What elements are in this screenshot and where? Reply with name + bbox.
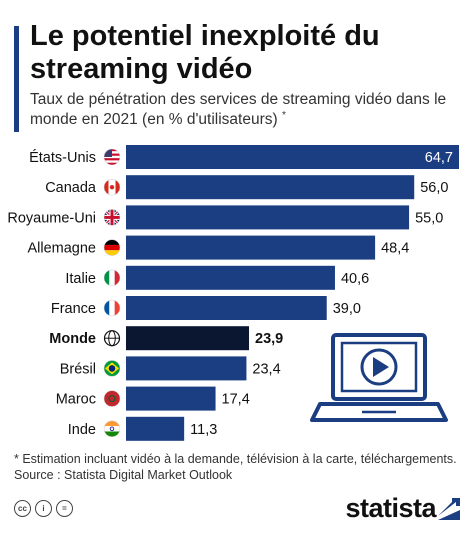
- attribution-icon[interactable]: i: [35, 500, 52, 517]
- no-derivatives-icon[interactable]: =: [56, 500, 73, 517]
- value-label: 55,0: [415, 210, 443, 226]
- footnote: * Estimation incluant vidéo à la demande…: [14, 452, 457, 466]
- bar-8[interactable]: [126, 356, 247, 381]
- category-label: Monde: [49, 331, 96, 347]
- value-label: 17,4: [222, 392, 250, 408]
- bar-10[interactable]: [126, 416, 185, 441]
- flag-italy-icon: [103, 269, 121, 287]
- laptop-play-icon: [310, 333, 448, 422]
- statista-logo-mark-icon: [438, 498, 460, 520]
- bar-4[interactable]: [126, 235, 376, 260]
- category-label: Inde: [68, 422, 96, 438]
- value-label: 48,4: [381, 241, 409, 257]
- flag-canada-icon: [103, 178, 121, 196]
- category-label: Royaume-Uni: [7, 210, 96, 226]
- value-label: 39,0: [333, 301, 361, 317]
- flag-india-icon: [103, 420, 121, 438]
- flag-brazil-icon: [103, 360, 121, 377]
- value-label: 56,0: [420, 180, 448, 196]
- flag-morocco-icon: [103, 390, 121, 407]
- category-label: Brésil: [60, 361, 96, 377]
- value-label: 40,6: [341, 271, 369, 287]
- flag-france-icon: [103, 299, 121, 317]
- category-label: États-Unis: [29, 149, 96, 166]
- category-label: Canada: [45, 180, 97, 196]
- bar-chart: États-Unis 64,7 Canada 56,0 Royaume-Uni 55,0 A…: [7, 145, 459, 441]
- bar-3[interactable]: [126, 205, 410, 230]
- bar-9[interactable]: [126, 386, 216, 411]
- flag-germany-icon: [103, 239, 121, 256]
- source-note: Source : Statista Digital Market Outlook: [14, 468, 233, 482]
- creative-commons-icon[interactable]: cc: [14, 500, 31, 517]
- subtitle-footnote-marker: *: [281, 109, 286, 121]
- category-label: Allemagne: [27, 241, 96, 257]
- bar-7[interactable]: [126, 326, 250, 351]
- title-accent-bar: [14, 26, 19, 132]
- flag-us-icon: [103, 148, 121, 166]
- bar-1[interactable]: [126, 145, 459, 169]
- value-label: 23,9: [255, 331, 283, 347]
- bar-6[interactable]: [126, 296, 327, 320]
- chart-title: Le potentiel inexploité du streaming vid…: [30, 20, 380, 85]
- value-label: 64,7: [425, 150, 453, 166]
- bar-5[interactable]: [126, 265, 335, 290]
- category-label: France: [51, 301, 96, 317]
- subtitle-text: Taux de pénétration des services de stre…: [30, 91, 447, 128]
- bar-2[interactable]: [126, 175, 415, 200]
- globe-icon: [103, 330, 121, 347]
- statista-logo[interactable]: statista: [345, 493, 436, 523]
- license-icons: cc i =: [14, 500, 73, 517]
- category-label: Italie: [65, 271, 96, 287]
- flag-uk-icon: [103, 209, 121, 226]
- value-label: 23,4: [252, 361, 280, 377]
- value-label: 11,3: [190, 422, 217, 438]
- chart-subtitle: Taux de pénétration des services de stre…: [30, 90, 460, 130]
- category-label: Maroc: [56, 392, 96, 408]
